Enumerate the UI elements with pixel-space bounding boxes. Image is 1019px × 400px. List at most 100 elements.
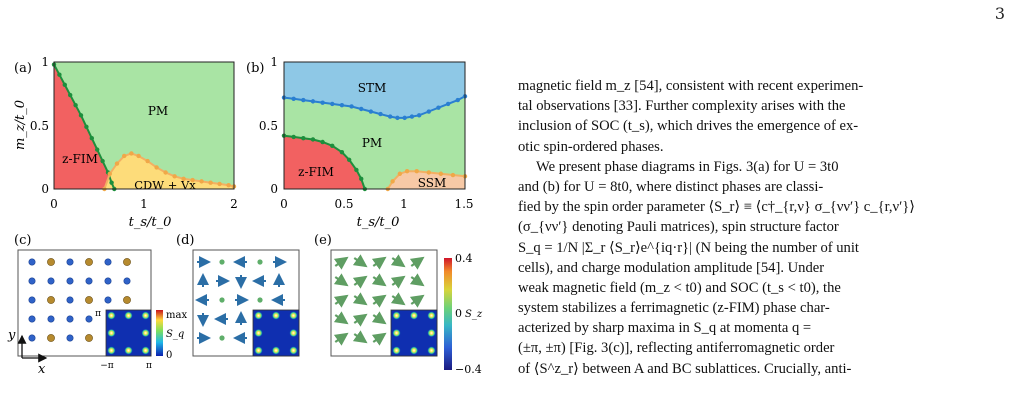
- spin-arrow: [409, 294, 425, 308]
- x-tick: 0: [50, 197, 58, 211]
- x-tick: 1: [140, 197, 148, 211]
- text-line: acterized by sharp maxima in S_q at mome…: [518, 320, 812, 337]
- spin-down-site: [28, 296, 36, 304]
- x-tick: 1.5: [454, 197, 473, 211]
- text-line: cells), and charge modulation amplitude …: [518, 259, 825, 276]
- spin-down-site: [28, 315, 36, 323]
- structure-factor-peak: [107, 311, 116, 320]
- body-text: magnetic field m_z [54], consistent with…: [518, 76, 1006, 379]
- boundary-point: [310, 99, 316, 104]
- boundary-point: [57, 72, 62, 77]
- y-tick: 0.5: [259, 119, 278, 133]
- spin-down-site: [123, 277, 131, 285]
- spin-down-site: [104, 296, 112, 304]
- structure-factor-peak: [107, 346, 116, 355]
- spin-arrow: [352, 330, 368, 344]
- boundary-point: [301, 136, 306, 141]
- y-tick: 1: [270, 55, 278, 69]
- structure-factor-peak: [427, 346, 436, 355]
- boundary-point: [73, 102, 78, 108]
- spin-arrow: [352, 292, 368, 306]
- lattice-site: [219, 259, 225, 265]
- colorbar-quantity: S_q: [166, 329, 184, 340]
- spin-arrow: [333, 311, 349, 325]
- axis-x-label: x: [38, 362, 46, 377]
- panel-c-label: (c): [14, 233, 31, 248]
- region-z-fim: [284, 135, 365, 189]
- y-tick: 0: [41, 182, 49, 196]
- colorbar-quantity: S_z: [465, 309, 483, 320]
- spin-down-site: [66, 315, 74, 323]
- boundary-point: [145, 158, 150, 164]
- spin-down-site: [66, 296, 74, 304]
- boundary-point: [404, 169, 410, 174]
- boundary-point: [114, 161, 120, 166]
- boundary-point: [359, 176, 364, 182]
- boundary-point: [172, 174, 177, 179]
- y-tick: 1: [41, 55, 49, 69]
- spin-arrow: [390, 275, 406, 289]
- y-tick: 0.5: [30, 119, 49, 133]
- x-tick: 0.5: [334, 197, 353, 211]
- boundary-point: [387, 114, 393, 119]
- lattice-site: [257, 259, 263, 265]
- boundary-point: [95, 147, 100, 152]
- spin-down-site: [47, 315, 55, 323]
- structure-factor-peak: [409, 346, 419, 355]
- spin-arrow: [352, 254, 368, 268]
- spin-arrow: [390, 292, 406, 306]
- structure-factor-peak: [271, 311, 281, 320]
- page-number: 3: [994, 4, 1005, 23]
- spin-down-site: [104, 258, 112, 266]
- boundary-point: [390, 179, 395, 184]
- structure-factor-peak: [254, 346, 263, 355]
- boundary-point: [320, 100, 325, 105]
- spin-arrow: [333, 332, 349, 346]
- boundary-point: [190, 177, 195, 183]
- boundary-point: [84, 124, 89, 129]
- structure-factor-peak: [107, 328, 116, 338]
- colorbar-sz: [444, 258, 452, 370]
- text-line: and (b) for U = 8t0, where distinct phas…: [518, 178, 824, 195]
- boundary-point: [291, 96, 296, 102]
- panel-d-spin-lattice: (d): [176, 233, 300, 357]
- spin-up-site: [123, 296, 131, 304]
- text-line: otic spin-ordered phases.: [518, 138, 664, 155]
- spin-up-site: [47, 258, 55, 266]
- colorbar-sq: [156, 310, 163, 356]
- spin-down-site: [47, 277, 55, 285]
- panel-e-label: (e): [314, 233, 332, 248]
- structure-factor-peak: [141, 311, 150, 320]
- boundary-point: [426, 109, 431, 114]
- boundary-point: [181, 176, 186, 182]
- structure-factor-peak: [392, 328, 401, 338]
- boundary-point: [62, 82, 67, 88]
- spin-up-site: [85, 296, 93, 304]
- structure-factor-peak: [124, 311, 133, 320]
- structure-factor-peak: [409, 311, 419, 320]
- spin-arrow: [333, 294, 349, 308]
- boundary-point: [414, 169, 419, 174]
- spin-down-site: [28, 277, 36, 285]
- boundary-point: [445, 101, 451, 107]
- spin-arrow: [371, 294, 387, 308]
- boundary-point: [129, 151, 134, 156]
- region-label-ssm: SSM: [418, 176, 447, 190]
- boundary-point: [450, 172, 456, 178]
- structure-factor-peak: [289, 328, 298, 338]
- boundary-point: [89, 136, 95, 141]
- x-tick: 1: [400, 197, 408, 211]
- boundary-point: [107, 171, 113, 176]
- panel-a-phase-diagram: (a) PM z-FIM CDW + Vx 0 0.5 1 0 1 2 t_s/…: [13, 55, 238, 230]
- lattice-site: [257, 297, 263, 303]
- spin-down-site: [85, 315, 93, 323]
- spin-up-site: [85, 334, 93, 342]
- spin-arrow: [333, 256, 349, 270]
- text-line: system stabilizes a ferrimagnetic (z-FIM…: [518, 300, 830, 317]
- boundary-point: [136, 153, 141, 159]
- structure-factor-peak: [289, 311, 298, 320]
- boundary-point: [368, 109, 374, 114]
- axis-y-label: y: [7, 328, 16, 343]
- region-ssm: [387, 171, 465, 189]
- boundary-point: [217, 181, 222, 187]
